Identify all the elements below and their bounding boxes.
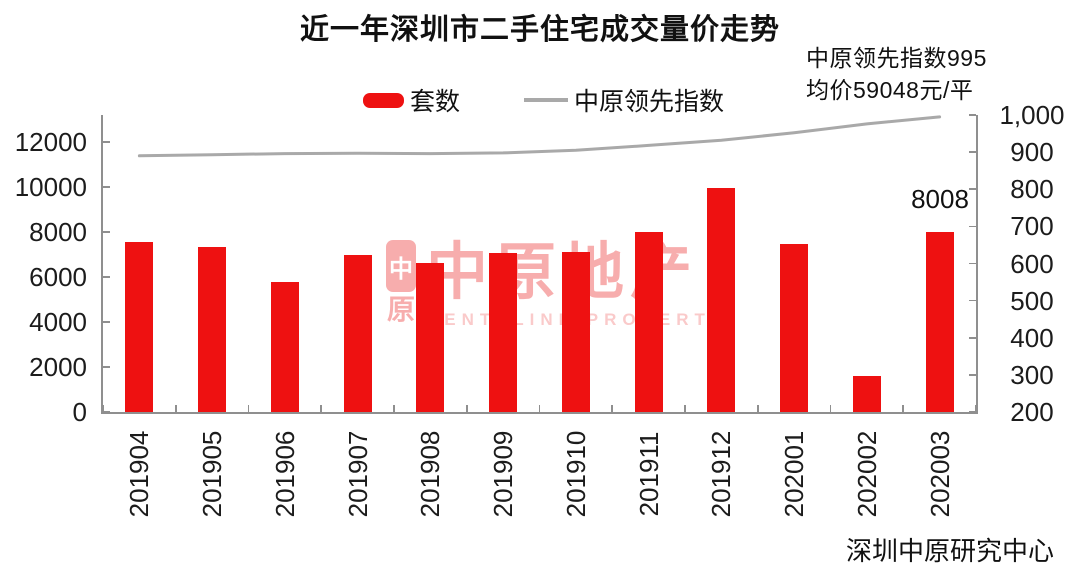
x-axis-tick [611, 405, 614, 412]
x-axis-tick [538, 405, 541, 412]
left-axis-label: 4000 [29, 307, 87, 337]
right-axis-label: 200 [1010, 397, 1054, 427]
left-axis-label: 10000 [14, 172, 87, 202]
right-axis-label: 300 [1010, 359, 1054, 390]
x-axis-tick [829, 405, 832, 412]
x-axis-tick [102, 405, 104, 412]
right-axis-tick [969, 411, 976, 413]
x-axis-label: 201904 [124, 430, 155, 518]
left-axis-tick [103, 366, 110, 368]
x-axis-label: 201910 [560, 430, 591, 518]
legend-bar-swatch [363, 92, 404, 108]
bar-202003 [925, 231, 954, 412]
right-axis-label: 900 [1010, 137, 1054, 168]
left-axis-label: 0 [72, 397, 87, 427]
legend-line-swatch [524, 98, 569, 102]
right-axis-tick [969, 151, 976, 153]
legend-bar-label: 套数 [410, 88, 461, 116]
x-axis-tick [756, 405, 759, 412]
x-axis-label: 202002 [851, 430, 882, 518]
x-axis-tick [684, 405, 686, 412]
x-axis [101, 412, 978, 414]
left-axis-label: 2000 [29, 352, 87, 382]
bar-202002 [852, 376, 881, 412]
right-axis-tick [969, 114, 976, 116]
annotation-price: 均价59048元/平 [806, 77, 974, 103]
left-axis-tick [103, 276, 110, 278]
legend-line-label: 中原领先指数 [574, 88, 725, 116]
bar-201904 [125, 242, 154, 412]
x-axis-label: 201909 [488, 430, 519, 518]
bar-201908 [416, 262, 445, 412]
right-axis-label: 700 [1010, 211, 1054, 242]
centaline-logo-icon: 中 原 [386, 240, 416, 328]
x-axis-label: 202001 [779, 430, 810, 518]
right-axis-label: 1,000 [999, 100, 1065, 130]
right-axis-label: 600 [1010, 248, 1054, 279]
bar-202001 [780, 244, 809, 413]
bar-201905 [198, 247, 227, 412]
legend: 套数 中原领先指数 [363, 85, 725, 116]
x-axis-label: 201911 [633, 431, 664, 517]
bar-201911 [634, 232, 663, 412]
x-axis-label: 201908 [415, 430, 446, 518]
bar-201909 [489, 252, 518, 412]
x-axis-label: 202003 [924, 430, 955, 518]
annotation-block: 中原领先指数995 均价59048元/平 [806, 42, 1076, 106]
right-axis-tick [969, 299, 976, 302]
x-axis-tick [247, 405, 250, 412]
y-axis-left [101, 115, 103, 414]
left-axis-label: 12000 [14, 127, 87, 157]
right-axis-tick [969, 262, 976, 265]
x-axis-label: 201907 [342, 430, 373, 518]
left-axis-tick [103, 411, 110, 413]
bar-201910 [561, 252, 590, 413]
x-axis-tick [393, 405, 395, 412]
source-label: 深圳中原研究中心 [846, 536, 1055, 566]
x-axis-label: 201912 [706, 430, 737, 518]
x-axis-label: 201905 [197, 430, 228, 518]
index-line [137, 115, 942, 158]
x-axis-tick [320, 405, 323, 412]
left-axis-label: 8000 [29, 217, 87, 247]
bar-201906 [270, 281, 299, 412]
y-axis-right [976, 115, 978, 414]
logo-bottom-glyph: 原 [386, 294, 415, 325]
x-axis-tick [902, 405, 905, 412]
left-axis-tick [103, 186, 110, 188]
bar-201912 [707, 188, 736, 412]
left-axis-tick [103, 231, 110, 233]
annotation-index: 中原领先指数995 [806, 45, 987, 71]
page-title: 近一年深圳市二手住宅成交量价走势 [299, 14, 780, 46]
left-axis-tick [103, 141, 110, 143]
right-axis-tick [969, 225, 976, 228]
right-axis-label: 400 [1010, 322, 1054, 353]
bar-201907 [343, 254, 372, 412]
left-axis-label: 6000 [29, 262, 87, 292]
right-axis-label: 800 [1010, 174, 1054, 205]
x-axis-tick [174, 405, 177, 412]
x-axis-label: 201906 [269, 430, 300, 518]
right-axis-label: 500 [1010, 285, 1054, 316]
right-axis-tick [969, 374, 976, 376]
bar-value-label: 8008 [911, 184, 969, 214]
right-axis-tick [969, 188, 976, 191]
logo-top-glyph: 中 [386, 240, 416, 292]
x-axis-tick [975, 405, 977, 412]
x-axis-tick [465, 405, 468, 412]
right-axis-tick [969, 336, 976, 339]
left-axis-tick [103, 321, 110, 323]
